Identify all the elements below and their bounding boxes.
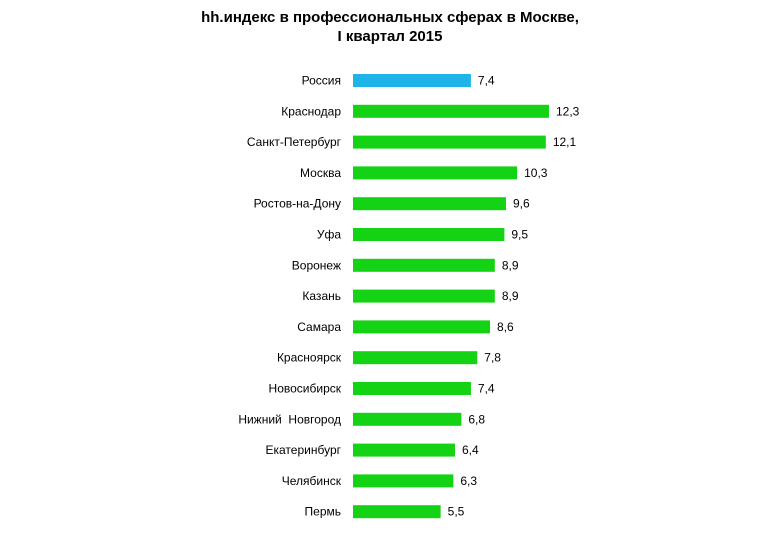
bar — [353, 289, 495, 303]
category-label: Россия — [302, 74, 341, 88]
bar — [353, 197, 506, 211]
data-label: 7,4 — [478, 74, 495, 88]
data-label: 7,4 — [478, 382, 495, 396]
bar — [353, 166, 518, 180]
category-label: Ростов-на-Дону — [254, 197, 341, 211]
data-label: 8,9 — [502, 258, 519, 272]
bar — [353, 382, 471, 395]
data-label: 6,4 — [462, 443, 479, 457]
bar — [353, 258, 495, 272]
bar — [353, 228, 505, 241]
chart-title-line1: hh.индекс в профессиональных сферах в Мо… — [201, 9, 579, 26]
bar — [353, 474, 454, 488]
bar — [353, 351, 478, 365]
data-label: 10,3 — [524, 166, 548, 180]
category-label: Москва — [300, 166, 341, 180]
data-label: 9,6 — [513, 197, 530, 211]
bar — [353, 412, 462, 426]
data-label: 8,9 — [502, 289, 519, 303]
category-label: Санкт-Петербург — [247, 135, 342, 149]
category-label: Казань — [302, 289, 341, 303]
bar — [353, 104, 549, 118]
category-label: Челябинск — [282, 474, 342, 488]
data-label: 9,5 — [511, 228, 528, 242]
data-label: 6,3 — [460, 474, 477, 488]
bar — [353, 505, 441, 519]
data-label: 7,8 — [484, 351, 501, 365]
category-label: Екатеринбург — [266, 443, 342, 457]
data-label: 8,6 — [497, 320, 514, 334]
bar — [353, 74, 471, 87]
bar — [353, 135, 546, 149]
category-label: Воронеж — [292, 258, 341, 272]
category-label: Краснодар — [281, 104, 341, 118]
bar — [353, 443, 455, 457]
category-label: Пермь — [305, 505, 341, 519]
data-label: 12,3 — [556, 104, 580, 118]
chart-title-line2: I квартал 2015 — [337, 28, 443, 45]
category-label: Самара — [297, 320, 341, 334]
data-label: 12,1 — [553, 135, 577, 149]
bar — [353, 320, 491, 334]
category-label: Новосибирск — [269, 382, 342, 396]
category-label: Уфа — [317, 228, 341, 242]
category-label: Нижний Новгород — [238, 412, 341, 426]
data-label: 5,5 — [448, 505, 465, 519]
data-label: 6,8 — [468, 412, 485, 426]
category-label: Красноярск — [277, 351, 342, 365]
chart-title: hh.индекс в профессиональных сферах в Мо… — [160, 8, 620, 46]
